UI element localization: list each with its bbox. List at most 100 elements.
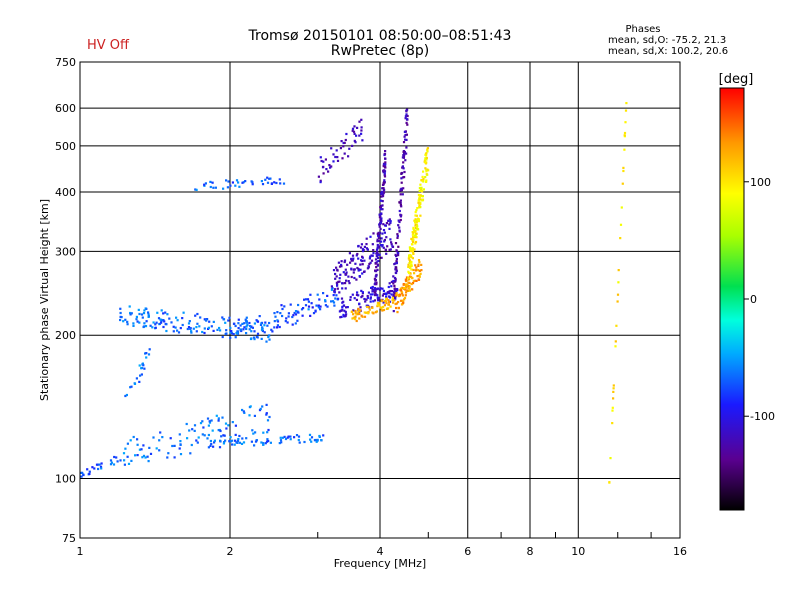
data-point	[353, 297, 356, 300]
data-point	[319, 305, 322, 308]
data-point	[382, 292, 385, 295]
data-point	[338, 265, 342, 268]
data-point	[338, 280, 341, 283]
data-point	[138, 321, 141, 324]
data-point	[359, 263, 362, 266]
data-point	[283, 305, 286, 308]
data-point	[353, 268, 356, 271]
data-point	[369, 297, 372, 300]
data-point	[144, 352, 147, 355]
data-point	[211, 429, 214, 432]
data-point	[612, 384, 615, 387]
data-point	[310, 440, 313, 443]
data-point	[415, 266, 418, 269]
data-point	[360, 314, 363, 317]
data-point	[354, 318, 357, 321]
data-point	[397, 245, 400, 248]
data-point	[182, 311, 185, 314]
data-point	[356, 252, 359, 256]
data-point	[405, 118, 409, 121]
data-point	[375, 275, 378, 278]
data-point	[304, 298, 308, 301]
data-point	[91, 466, 94, 469]
data-point	[401, 193, 404, 196]
data-point	[136, 443, 139, 446]
data-point	[384, 300, 387, 303]
data-point	[158, 449, 161, 452]
data-point	[253, 338, 256, 341]
data-point	[344, 310, 347, 313]
data-point	[248, 414, 251, 417]
data-point	[387, 303, 390, 306]
data-point	[389, 248, 392, 251]
data-point	[354, 262, 357, 265]
data-point	[422, 170, 425, 173]
x-tick-label: 2	[227, 545, 234, 558]
data-point	[233, 443, 236, 446]
data-point	[356, 126, 359, 129]
data-point	[251, 429, 254, 432]
data-point	[266, 431, 269, 434]
data-point	[360, 259, 363, 262]
data-point	[171, 444, 174, 448]
y-tick-label: 100	[55, 473, 76, 486]
data-point	[337, 280, 340, 283]
data-point	[136, 438, 139, 441]
data-point	[404, 294, 407, 297]
data-point	[326, 305, 329, 308]
data-point	[228, 316, 231, 319]
data-point	[185, 422, 188, 426]
data-point	[400, 205, 403, 208]
data-point	[413, 248, 416, 251]
colorbar-ticks: -100 0 100	[744, 176, 775, 423]
data-point	[201, 330, 204, 334]
data-point	[216, 328, 219, 331]
data-point	[286, 321, 289, 324]
data-point	[266, 324, 269, 327]
data-point	[336, 287, 339, 290]
data-point	[399, 199, 402, 202]
data-point	[80, 475, 83, 478]
data-point	[380, 199, 383, 202]
data-point	[195, 188, 198, 191]
data-point	[380, 208, 383, 211]
data-point	[207, 446, 210, 449]
data-point	[311, 306, 314, 309]
data-point	[249, 405, 252, 408]
data-point	[383, 174, 386, 177]
data-point	[162, 312, 165, 315]
data-point	[608, 481, 611, 484]
data-point	[376, 301, 379, 305]
x-tick-label: 10	[571, 545, 585, 558]
y-tick-label: 600	[55, 102, 76, 115]
data-point	[281, 436, 284, 439]
data-point	[147, 313, 150, 316]
data-point	[392, 279, 395, 283]
data-point	[422, 180, 425, 183]
data-point	[224, 321, 227, 324]
data-point	[229, 440, 233, 443]
data-point	[397, 301, 400, 304]
data-point	[419, 198, 422, 201]
data-point	[232, 333, 235, 336]
data-point	[203, 183, 206, 186]
data-point	[284, 437, 288, 441]
data-point	[405, 113, 408, 116]
data-point	[356, 266, 359, 270]
data-point	[404, 117, 407, 120]
data-point	[88, 472, 91, 475]
data-point	[179, 327, 182, 330]
data-point	[162, 319, 165, 322]
data-point	[412, 252, 415, 255]
y-tick-label: 200	[55, 329, 76, 342]
data-point	[190, 331, 193, 334]
data-point	[231, 181, 234, 184]
data-point	[383, 231, 386, 234]
data-point	[404, 288, 407, 291]
data-point	[366, 248, 369, 251]
data-point	[425, 156, 428, 160]
data-point	[388, 282, 391, 285]
data-point	[265, 403, 268, 406]
data-point	[410, 268, 413, 271]
data-point	[293, 311, 296, 315]
